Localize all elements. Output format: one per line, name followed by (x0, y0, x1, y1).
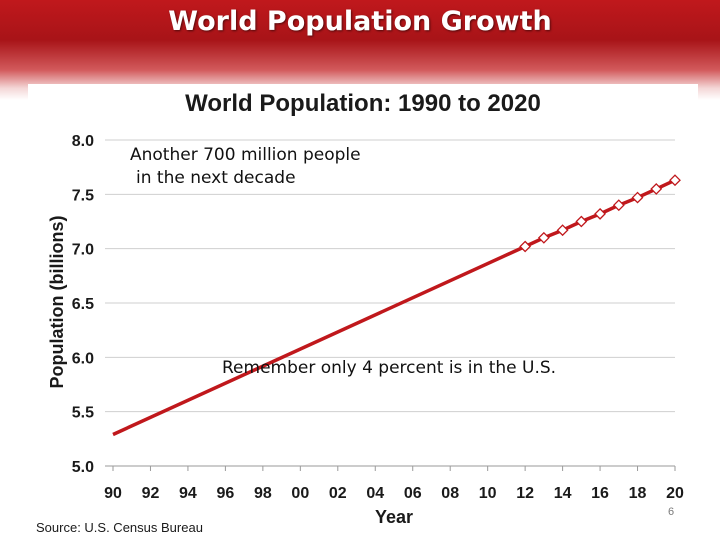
slide-title: World Population Growth (168, 6, 552, 37)
x-tick-label: 18 (629, 485, 647, 502)
data-point-marker (575, 215, 588, 228)
series (112, 174, 681, 437)
x-tick-label: 96 (217, 485, 235, 502)
data-point-marker (594, 207, 606, 220)
x-tick-label: 08 (441, 485, 459, 502)
x-tick-label: 00 (291, 485, 309, 502)
data-point-marker (519, 240, 532, 253)
annotation-line-2: in the next decade (136, 168, 296, 188)
annotation-next-decade: Another 700 million people in the next d… (130, 144, 361, 190)
data-point-marker (650, 182, 663, 195)
x-tick-label: 16 (591, 485, 609, 502)
x-tick-label: 20 (666, 485, 684, 502)
series-line-estimated (112, 244, 526, 437)
x-tick-label: 04 (366, 485, 384, 502)
x-tick-label: 06 (404, 485, 422, 502)
x-tick-label: 12 (516, 485, 534, 502)
x-tick-label: 02 (329, 485, 347, 502)
axes (105, 465, 676, 471)
x-tick-label: 10 (479, 485, 497, 502)
title-banner (0, 0, 720, 100)
y-axis-title: Population (billions) (47, 216, 67, 389)
x-tick-label: 94 (179, 485, 197, 502)
x-tick-label: 92 (142, 485, 160, 502)
data-point-marker (669, 174, 681, 187)
y-tick-label: 6.0 (72, 350, 94, 367)
y-tick-label: 6.5 (72, 296, 94, 313)
tick-labels: 5.0 5.5 6.0 6.5 7.0 7.5 8.0 90 92 94 96 98 00 02 04 06 0… (72, 133, 684, 502)
source-note: Source: U.S. Census Bureau (36, 520, 203, 535)
data-point-marker (537, 231, 550, 244)
y-tick-label: 5.0 (72, 459, 94, 476)
x-axis-title: Year (375, 507, 413, 527)
data-point-marker (556, 224, 569, 237)
chart-title: World Population: 1990 to 2020 (185, 90, 541, 117)
chart-panel (28, 84, 698, 534)
x-tick-label: 14 (554, 485, 572, 502)
gridlines (105, 139, 675, 413)
annotation-us-share: Remember only 4 percent is in the U.S. (222, 358, 557, 378)
y-tick-label: 5.5 (72, 405, 94, 422)
page-number: 6 (668, 506, 675, 518)
y-tick-label: 8.0 (72, 133, 94, 150)
data-point-marker (612, 199, 625, 212)
x-tick-label: 90 (104, 485, 122, 502)
y-tick-label: 7.5 (72, 187, 94, 204)
annotation-line-1: Another 700 million people (130, 145, 361, 165)
y-tick-label: 7.0 (72, 242, 94, 259)
data-point-marker (631, 191, 644, 204)
x-tick-label: 98 (254, 485, 272, 502)
